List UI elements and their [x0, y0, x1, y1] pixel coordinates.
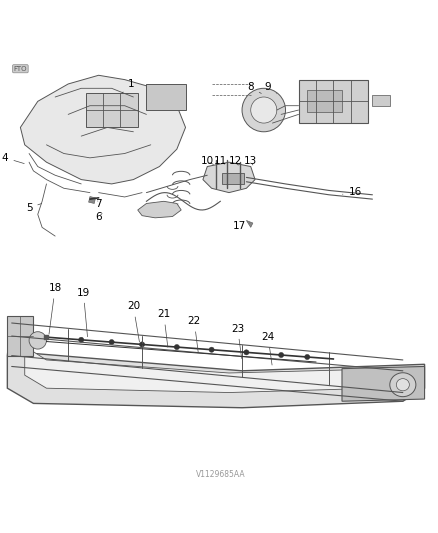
Polygon shape: [7, 317, 33, 356]
Circle shape: [304, 354, 309, 360]
Polygon shape: [202, 162, 254, 192]
Ellipse shape: [396, 378, 408, 391]
Polygon shape: [138, 201, 181, 218]
Circle shape: [174, 344, 179, 350]
Circle shape: [139, 342, 145, 347]
Circle shape: [243, 350, 248, 355]
Text: 6: 6: [95, 212, 102, 222]
Text: 23: 23: [230, 324, 244, 359]
FancyBboxPatch shape: [298, 79, 367, 123]
FancyBboxPatch shape: [307, 91, 341, 112]
Polygon shape: [7, 317, 424, 408]
Polygon shape: [246, 221, 252, 228]
Text: 21: 21: [157, 309, 170, 347]
FancyBboxPatch shape: [85, 93, 138, 127]
Ellipse shape: [389, 373, 415, 397]
Text: 9: 9: [264, 83, 276, 93]
Text: 19: 19: [77, 288, 90, 337]
FancyBboxPatch shape: [371, 95, 389, 106]
Text: 20: 20: [127, 302, 140, 342]
Polygon shape: [25, 327, 393, 392]
Text: 10: 10: [200, 156, 213, 166]
Polygon shape: [88, 197, 95, 204]
Polygon shape: [341, 367, 424, 401]
Circle shape: [278, 352, 283, 358]
Text: 8: 8: [247, 83, 261, 93]
Text: 11: 11: [213, 156, 226, 166]
Text: 16: 16: [342, 187, 361, 197]
Text: V1129685AA: V1129685AA: [195, 471, 244, 480]
Circle shape: [208, 347, 214, 352]
FancyBboxPatch shape: [222, 173, 244, 184]
Ellipse shape: [29, 332, 46, 349]
Polygon shape: [20, 75, 185, 184]
Text: 22: 22: [187, 316, 201, 352]
Text: 5: 5: [26, 203, 42, 213]
Ellipse shape: [241, 88, 285, 132]
Text: 17: 17: [233, 221, 249, 231]
Text: 12: 12: [228, 156, 242, 166]
Circle shape: [78, 337, 84, 342]
Text: FTO: FTO: [14, 66, 27, 72]
Text: 13: 13: [244, 156, 257, 166]
Circle shape: [109, 340, 114, 345]
Text: 18: 18: [49, 283, 62, 334]
Text: 7: 7: [95, 199, 102, 209]
Text: 4: 4: [2, 153, 24, 164]
FancyBboxPatch shape: [146, 84, 185, 110]
Ellipse shape: [250, 97, 276, 123]
Text: 24: 24: [261, 333, 274, 365]
Text: 1: 1: [122, 79, 134, 93]
